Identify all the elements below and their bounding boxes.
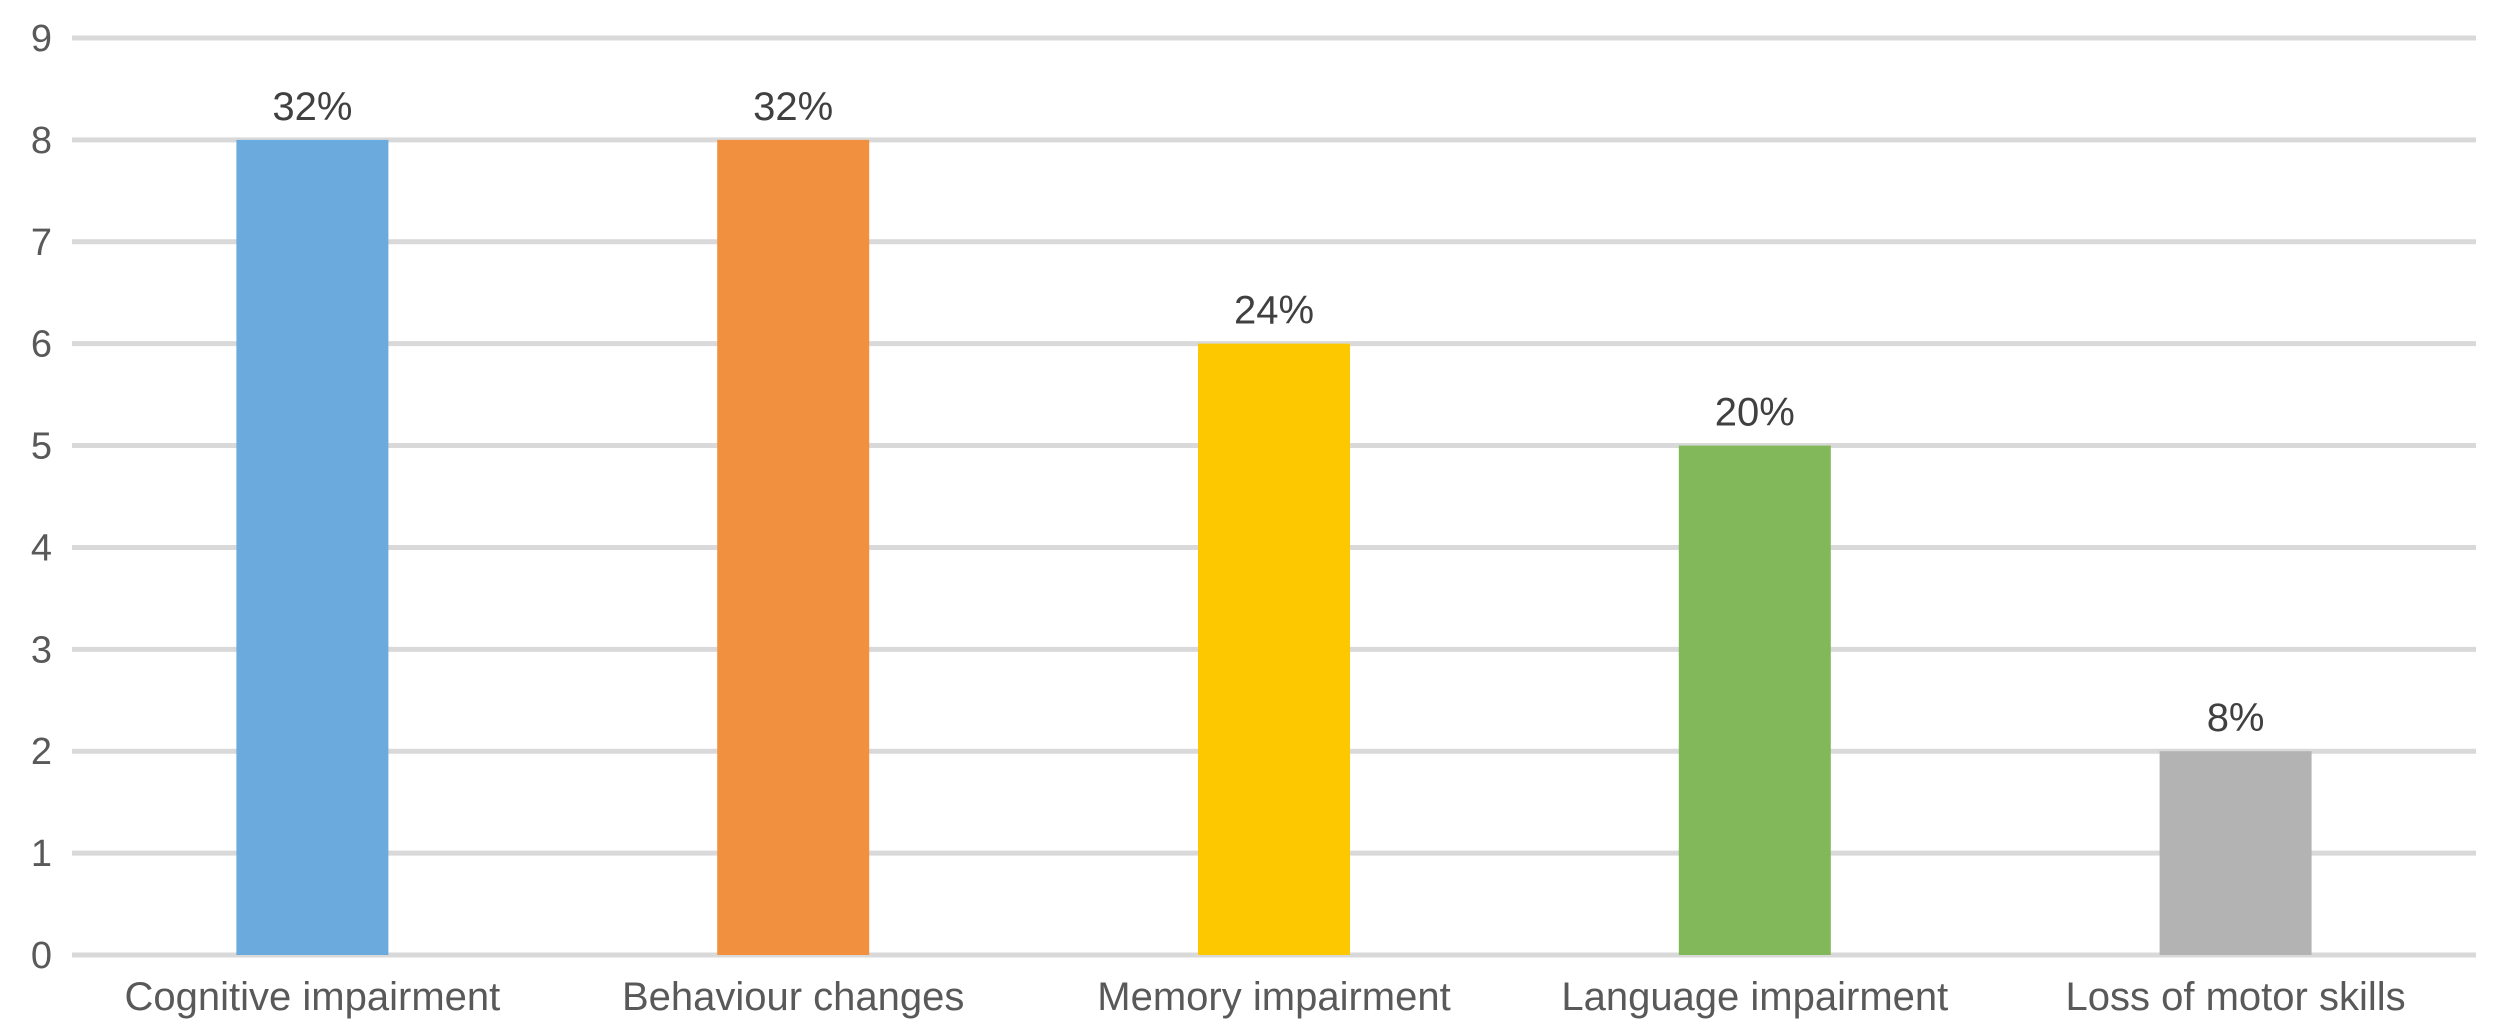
category-label-4: Language impairment xyxy=(1561,975,1948,1019)
y-tick-label-6: 6 xyxy=(31,324,52,366)
y-axis-ticks: 0 1 2 3 4 5 6 7 8 9 xyxy=(31,18,52,977)
y-tick-label-5: 5 xyxy=(31,426,52,468)
y-tick-label-9: 9 xyxy=(31,18,52,60)
data-label-5: 8% xyxy=(2207,696,2265,740)
bar-4 xyxy=(1678,445,1831,955)
bar-5 xyxy=(2159,751,2312,955)
data-label-3: 24% xyxy=(1234,289,1314,333)
bar-3 xyxy=(1198,343,1350,956)
bars xyxy=(236,139,2312,956)
y-tick-label-3: 3 xyxy=(31,629,52,671)
x-axis-categories: Cognitive impairment Behaviour changes Mem… xyxy=(125,975,2406,1019)
bar-2 xyxy=(717,139,870,955)
category-label-2: Behaviour changes xyxy=(622,975,964,1019)
category-label-1: Cognitive impairment xyxy=(125,975,501,1019)
category-label-5: Loss of motor skills xyxy=(2066,975,2406,1019)
y-tick-label-2: 2 xyxy=(31,731,52,773)
y-tick-label-1: 1 xyxy=(31,833,52,875)
data-label-1: 32% xyxy=(272,85,352,129)
data-label-2: 32% xyxy=(753,85,833,129)
bar-1 xyxy=(236,139,389,955)
y-tick-label-7: 7 xyxy=(31,222,52,264)
y-tick-label-4: 4 xyxy=(31,527,52,569)
y-tick-label-8: 8 xyxy=(31,120,52,162)
data-label-4: 20% xyxy=(1715,391,1795,435)
data-labels: 32% 32% 24% 20% 8% xyxy=(272,85,2264,740)
y-tick-label-0: 0 xyxy=(31,935,52,977)
category-label-3: Memory impairment xyxy=(1097,975,1450,1019)
